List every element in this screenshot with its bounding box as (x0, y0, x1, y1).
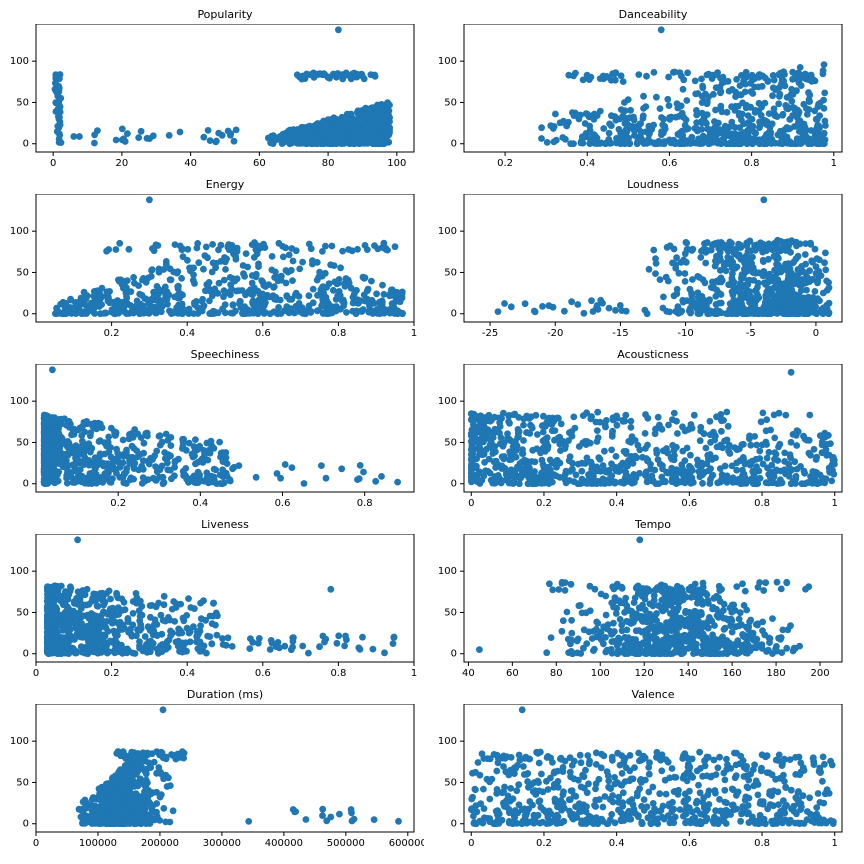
scatter-points (468, 369, 838, 487)
scatter-points (52, 196, 406, 317)
svg-text:0.2: 0.2 (104, 328, 120, 339)
svg-text:0: 0 (468, 498, 474, 509)
svg-text:100: 100 (438, 396, 457, 407)
panel-svg: 00.20.40.60.81050100 (434, 704, 852, 858)
svg-text:0: 0 (50, 158, 56, 169)
scatter-points (495, 196, 833, 317)
svg-text:100: 100 (10, 396, 29, 407)
svg-text:100: 100 (438, 56, 457, 67)
panel-svg: 0.2 0.4 0.6 0.8 0 50 100 (6, 364, 424, 518)
svg-text:0: 0 (23, 479, 29, 490)
panel-svg: 0 20 40 60 80 100 0 50 100 (6, 24, 424, 178)
scatter-points (468, 706, 837, 827)
svg-text:20: 20 (116, 158, 129, 169)
scatter-grid-figure: Popularity020406080100050100Danceability… (0, 0, 864, 864)
scatter-panel: Loudness-25-20-15-10-50050100 (464, 194, 842, 322)
svg-text:-10: -10 (677, 328, 693, 339)
scatter-panel: Energy0.20.40.60.81050100 (36, 194, 414, 322)
svg-text:0: 0 (451, 309, 457, 320)
scatter-panel: Acousticness00.20.40.60.81050100 (464, 364, 842, 492)
panel-title: Tempo (464, 518, 842, 531)
panel-title: Acousticness (464, 348, 842, 361)
scatter-panel: Popularity020406080100050100 (36, 24, 414, 152)
panel-title: Danceability (464, 8, 842, 21)
scatter-panel: Tempo406080100120140160180200050100 (464, 534, 842, 662)
panel-title: Popularity (36, 8, 414, 21)
panel-svg: 406080100120140160180200050100 (434, 534, 852, 688)
panel-title: Valence (464, 688, 842, 701)
svg-text:0.2: 0.2 (110, 498, 126, 509)
panel-title: Loudness (464, 178, 842, 191)
svg-text:-20: -20 (547, 328, 563, 339)
scatter-points (52, 26, 393, 147)
panel-title: Liveness (36, 518, 414, 531)
svg-text:0.2: 0.2 (497, 158, 513, 169)
svg-text:1: 1 (832, 498, 838, 509)
svg-text:0.4: 0.4 (192, 498, 208, 509)
svg-text:0.6: 0.6 (275, 498, 291, 509)
svg-text:0.8: 0.8 (357, 498, 373, 509)
panel-svg: 00.20.40.60.81050100 (6, 534, 424, 688)
svg-text:0: 0 (451, 479, 457, 490)
svg-text:1: 1 (411, 328, 417, 339)
svg-text:50: 50 (16, 97, 29, 108)
scatter-panel: Danceability0.20.40.60.81050100 (464, 24, 842, 152)
scatter-points (76, 706, 402, 827)
panel-svg: -25 -20 -15 -10 -5 0 0 50 100 (434, 194, 852, 348)
scatter-points (41, 366, 401, 487)
svg-text:0: 0 (23, 139, 29, 150)
svg-text:-15: -15 (612, 328, 628, 339)
svg-text:0.4: 0.4 (179, 328, 195, 339)
svg-text:80: 80 (322, 158, 335, 169)
scatter-panel: Duration (ms)010000020000030000040000050… (36, 704, 414, 832)
svg-text:0.6: 0.6 (681, 498, 697, 509)
scatter-panel: Speechiness0.20.40.60.8050100 (36, 364, 414, 492)
svg-text:0.8: 0.8 (744, 158, 760, 169)
svg-text:50: 50 (444, 97, 457, 108)
svg-text:0.4: 0.4 (609, 498, 625, 509)
panel-title: Energy (36, 178, 414, 191)
panel-svg: 0.2 0.4 0.6 0.8 1 0 50 100 (434, 24, 852, 178)
svg-text:0.8: 0.8 (754, 498, 770, 509)
svg-text:100: 100 (10, 56, 29, 67)
svg-text:0: 0 (451, 139, 457, 150)
svg-text:50: 50 (444, 267, 457, 278)
svg-text:0.6: 0.6 (255, 328, 271, 339)
svg-text:0: 0 (813, 328, 819, 339)
svg-text:-25: -25 (482, 328, 498, 339)
scatter-points (476, 536, 812, 657)
svg-text:-5: -5 (746, 328, 756, 339)
panel-svg: 0.2 0.4 0.6 0.8 1 0 50 100 (6, 194, 424, 348)
svg-text:0: 0 (23, 309, 29, 320)
svg-text:100: 100 (438, 226, 457, 237)
svg-text:50: 50 (16, 267, 29, 278)
svg-text:0.2: 0.2 (536, 498, 552, 509)
svg-text:0.8: 0.8 (330, 328, 346, 339)
svg-text:50: 50 (16, 437, 29, 448)
panel-title: Speechiness (36, 348, 414, 361)
svg-text:0.4: 0.4 (579, 158, 595, 169)
scatter-points (538, 26, 829, 147)
svg-text:0.6: 0.6 (661, 158, 677, 169)
svg-text:100: 100 (387, 158, 406, 169)
panel-title: Duration (ms) (36, 688, 414, 701)
svg-text:50: 50 (444, 437, 457, 448)
svg-text:60: 60 (253, 158, 266, 169)
svg-text:40: 40 (184, 158, 197, 169)
svg-text:1: 1 (831, 158, 837, 169)
scatter-panel: Liveness00.20.40.60.81050100 (36, 534, 414, 662)
scatter-panel: Valence00.20.40.60.81050100 (464, 704, 842, 832)
panel-svg: 0 0.2 0.4 0.6 0.8 1 0 50 100 (434, 364, 852, 518)
scatter-points (44, 536, 398, 657)
svg-text:100: 100 (10, 226, 29, 237)
panel-svg: 0100000200000300000400000500000600000050… (6, 704, 424, 858)
